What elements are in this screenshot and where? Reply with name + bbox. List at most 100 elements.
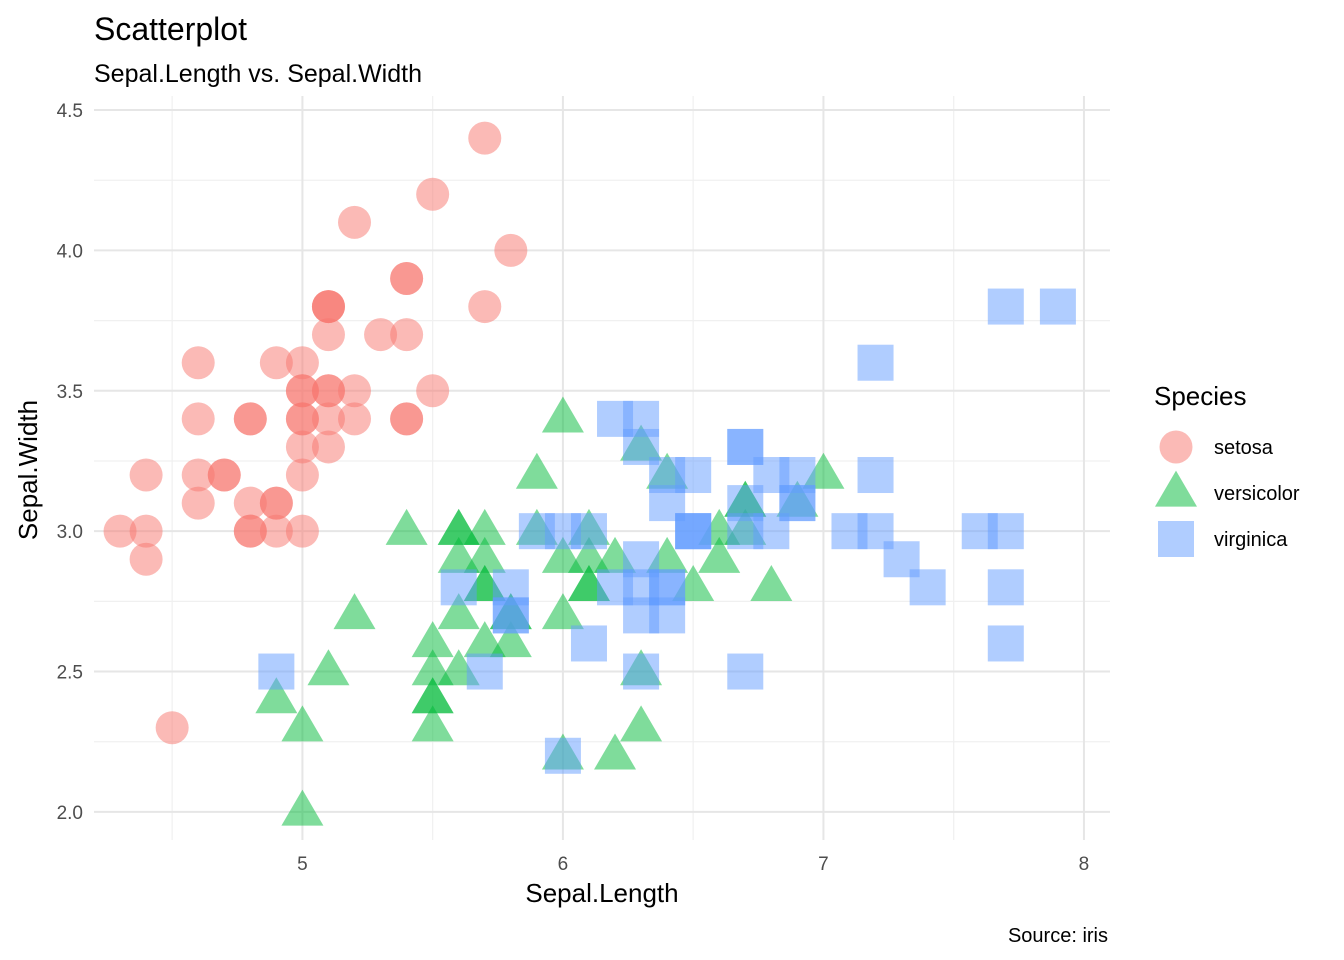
versicolor-point — [385, 508, 428, 545]
versicolor-point — [411, 649, 454, 686]
chart-title: Scatterplot — [94, 11, 247, 47]
setosa-point — [129, 514, 163, 548]
versicolor-point — [489, 621, 532, 658]
setosa-point — [259, 486, 293, 520]
y-axis-tick-labels: 2.0 2.5 3.0 3.5 4.0 4.5 — [57, 101, 83, 824]
setosa-point — [311, 430, 345, 464]
legend: Species setosa versicolor virginica — [1154, 381, 1300, 557]
versicolor-point — [411, 677, 454, 714]
versicolor-point — [307, 649, 350, 686]
data-points — [103, 121, 1076, 826]
x-axis-title: Sepal.Length — [525, 878, 678, 908]
legend-key-versicolor — [1155, 470, 1197, 507]
virginica-point — [544, 737, 581, 774]
versicolor-point — [333, 593, 376, 630]
virginica-point — [987, 513, 1024, 550]
virginica-point — [857, 344, 894, 381]
y-tick-label: 2.5 — [57, 663, 83, 684]
setosa-point — [129, 458, 163, 492]
virginica-point — [440, 569, 477, 606]
setosa-point — [390, 261, 424, 295]
y-axis-title: Sepal.Width — [13, 400, 43, 540]
setosa-point — [285, 346, 319, 380]
setosa-point — [468, 290, 502, 324]
versicolor-point — [698, 536, 741, 573]
setosa-point — [103, 514, 137, 548]
setosa-point — [338, 402, 372, 436]
versicolor-point — [437, 593, 480, 630]
setosa-point — [233, 402, 267, 436]
versicolor-point — [541, 593, 584, 630]
versicolor-point — [620, 705, 663, 742]
legend-label-versicolor: versicolor — [1214, 483, 1300, 505]
setosa-point — [338, 205, 372, 239]
virginica-point — [727, 653, 764, 690]
versicolor-point — [541, 536, 584, 573]
setosa-point — [259, 514, 293, 548]
legend-label-setosa: setosa — [1214, 437, 1274, 459]
y-tick-label: 3.5 — [57, 382, 83, 403]
versicolor-point — [515, 452, 558, 489]
setosa-point — [181, 486, 215, 520]
virginica-point — [466, 653, 503, 690]
virginica-point — [987, 625, 1024, 662]
setosa-point — [181, 458, 215, 492]
virginica-point — [570, 625, 607, 662]
chart-caption: Source: iris — [1008, 925, 1108, 947]
legend-label-virginica: virginica — [1214, 529, 1288, 551]
versicolor-point — [594, 733, 637, 770]
series-virginica — [258, 288, 1076, 774]
setosa-point — [129, 542, 163, 576]
setosa-point — [416, 177, 450, 211]
versicolor-point — [281, 705, 324, 742]
virginica-point — [857, 457, 894, 494]
setosa-point — [285, 514, 319, 548]
setosa-point — [364, 318, 398, 352]
legend-title: Species — [1154, 381, 1247, 411]
setosa-point — [285, 458, 319, 492]
setosa-point — [285, 374, 319, 408]
y-tick-label: 2.0 — [57, 803, 83, 824]
virginica-point — [909, 569, 946, 606]
setosa-point — [311, 374, 345, 408]
setosa-point — [311, 318, 345, 352]
virginica-point — [258, 653, 295, 690]
virginica-point — [727, 513, 764, 550]
setosa-point — [390, 402, 424, 436]
versicolor-point — [750, 565, 793, 602]
virginica-point — [727, 428, 764, 465]
y-tick-label: 3.0 — [57, 522, 83, 543]
setosa-point — [311, 290, 345, 324]
virginica-point — [623, 653, 660, 690]
setosa-point — [338, 374, 372, 408]
setosa-point — [285, 402, 319, 436]
setosa-point — [259, 346, 293, 380]
legend-item-versicolor: versicolor — [1155, 470, 1300, 507]
setosa-point — [181, 346, 215, 380]
versicolor-point — [411, 621, 454, 658]
virginica-point — [987, 288, 1024, 325]
x-tick-label: 7 — [818, 854, 829, 875]
setosa-point — [207, 458, 241, 492]
virginica-point — [492, 597, 529, 634]
versicolor-point — [463, 508, 506, 545]
virginica-point — [623, 569, 660, 606]
setosa-point — [468, 121, 502, 155]
versicolor-point — [411, 705, 454, 742]
virginica-point — [518, 513, 555, 550]
setosa-point — [416, 374, 450, 408]
setosa-point — [311, 402, 345, 436]
versicolor-point — [255, 677, 298, 714]
series-setosa — [103, 121, 528, 745]
chart-subtitle: Sepal.Length vs. Sepal.Width — [94, 60, 422, 88]
setosa-point — [181, 402, 215, 436]
y-tick-label: 4.5 — [57, 101, 83, 122]
legend-item-setosa: setosa — [1159, 430, 1274, 464]
setosa-point — [233, 514, 267, 548]
x-tick-label: 6 — [558, 854, 569, 875]
setosa-point — [285, 430, 319, 464]
versicolor-point — [281, 789, 324, 826]
virginica-point — [597, 400, 634, 437]
grid-lines — [94, 96, 1110, 840]
legend-key-virginica — [1158, 521, 1194, 557]
